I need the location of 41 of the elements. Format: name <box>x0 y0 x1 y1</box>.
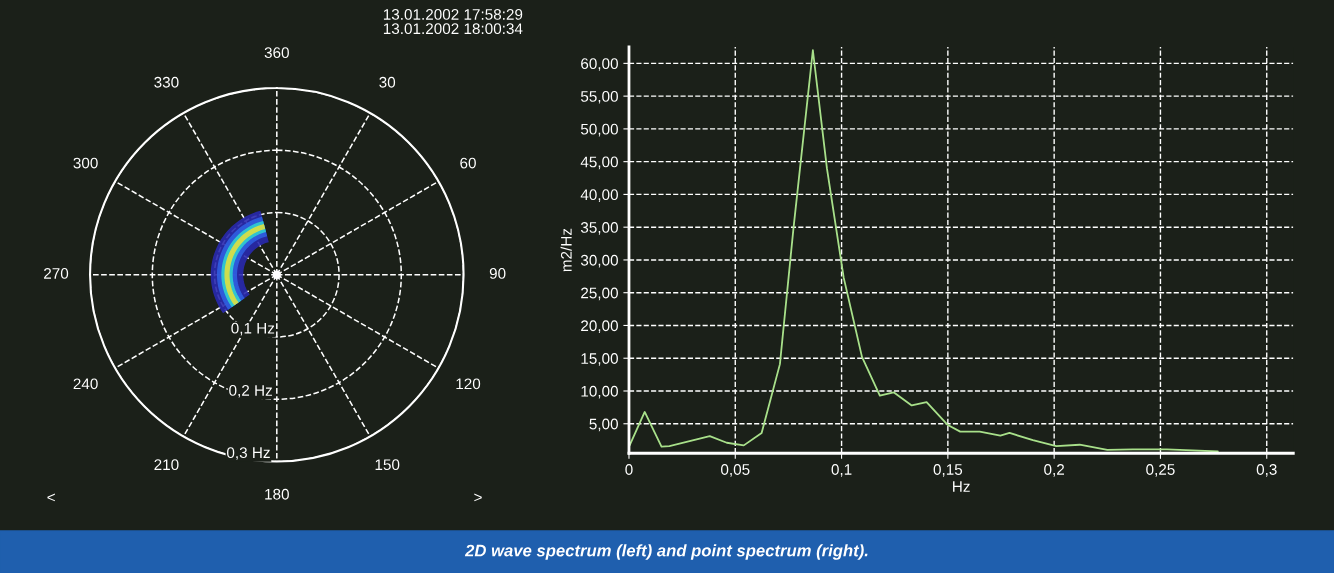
category-label: 180 <box>265 488 289 500</box>
text: 13.01.2002 17:58:29 13.01.2002 18:00:34 <box>383 9 523 35</box>
category-label: 330 <box>154 76 179 88</box>
x-tick-label: 0,25 <box>1146 464 1175 477</box>
y-axis-title: m2/Hz <box>560 228 572 272</box>
category-label: 270 <box>44 268 69 279</box>
y-tick-label: 55,00 <box>580 91 618 104</box>
x-tick-label: 0,15 <box>933 464 963 477</box>
x-tick-label: 0,05 <box>721 464 750 477</box>
text: 0,3 Hz <box>226 447 270 460</box>
category-label: 120 <box>456 378 481 390</box>
x-axis-title: Hz <box>953 481 970 492</box>
category-label: 90 <box>489 268 506 279</box>
text: > <box>474 493 482 502</box>
text: 0,1 Hz <box>231 322 275 336</box>
x-tick-label: 0,1 <box>831 464 852 477</box>
text: < <box>47 493 55 502</box>
y-tick-label: 10,00 <box>581 385 618 399</box>
y-tick-label: 15,00 <box>581 353 618 366</box>
text: 2D wave spectrum (left) and point spectrum (right). <box>464 544 868 560</box>
y-tick-label: 25,00 <box>581 287 618 301</box>
y-tick-label: 30,00 <box>580 254 618 268</box>
category-label: 300 <box>73 157 98 169</box>
y-tick-label: 50,00 <box>580 123 618 137</box>
x-tick-label: 0,2 <box>1044 464 1065 477</box>
line-series <box>628 49 1219 453</box>
y-tick-label: 60,00 <box>581 58 618 71</box>
category-label: 360 <box>264 47 289 59</box>
x-tick-label: 0 <box>625 464 633 475</box>
category-label: 60 <box>460 157 476 169</box>
category-label: 150 <box>375 459 400 471</box>
text: 0,2 Hz <box>229 385 272 398</box>
y-tick-label: 5,00 <box>589 418 618 432</box>
y-tick-label: 40,00 <box>580 189 618 202</box>
category-label: 30 <box>379 76 396 88</box>
category-label: 240 <box>73 378 98 390</box>
y-tick-label: 35,00 <box>580 222 618 235</box>
x-tick-label: 0,3 <box>1256 464 1277 477</box>
y-tick-label: 45,00 <box>580 156 618 170</box>
y-tick-label: 20,00 <box>581 320 618 333</box>
category-label: 210 <box>154 459 179 471</box>
